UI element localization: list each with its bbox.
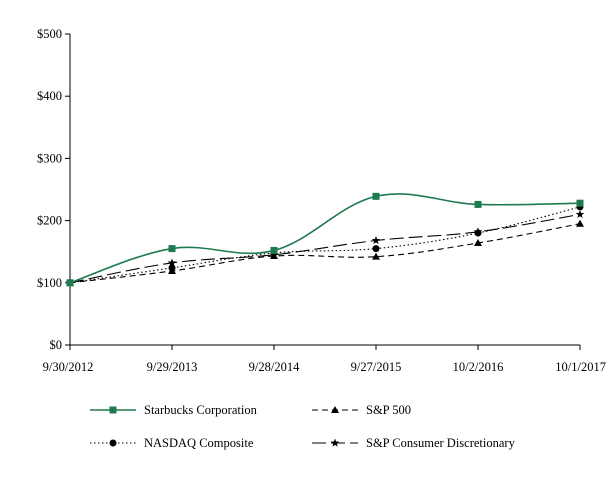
- data-point-star: [167, 258, 177, 267]
- legend-item: S&P Consumer Discretionary: [312, 436, 516, 450]
- data-point-circle: [168, 264, 176, 272]
- series-starbucks-corporation: [66, 192, 584, 287]
- x-tick-label: 9/28/2014: [249, 360, 300, 374]
- data-point-triangle: [576, 219, 584, 227]
- y-tick-label: $100: [37, 276, 62, 290]
- legend-item: Starbucks Corporation: [90, 403, 258, 417]
- data-point-square: [168, 245, 176, 253]
- series-lines: [65, 192, 585, 287]
- x-axis-ticks: 9/30/2012 9/29/2013 9/28/2014 9/27/2015 10/2…: [43, 345, 606, 374]
- data-point-square: [576, 199, 584, 207]
- legend-swatch-marker: [330, 438, 340, 447]
- x-tick-label: 10/2/2016: [453, 360, 504, 374]
- data-point-star: [473, 227, 483, 236]
- legend: Starbucks Corporation S&P 500 NASDAQ Compo…: [90, 403, 516, 450]
- data-point-star: [269, 250, 279, 259]
- legend-label: Starbucks Corporation: [144, 403, 258, 417]
- legend-label: NASDAQ Composite: [144, 436, 254, 450]
- data-point-triangle: [372, 252, 380, 260]
- legend-item: NASDAQ Composite: [90, 436, 254, 450]
- x-tick-label: 9/30/2012: [43, 360, 94, 374]
- data-point-triangle: [474, 238, 482, 246]
- x-tick-label: 10/1/2017: [555, 360, 606, 374]
- data-point-circle: [372, 245, 380, 253]
- y-tick-label: $300: [37, 151, 62, 165]
- legend-swatch-marker: [109, 439, 117, 447]
- legend-swatch-marker: [109, 406, 117, 414]
- data-point-square: [474, 200, 482, 208]
- y-tick-label: $400: [37, 89, 62, 103]
- data-point-star: [371, 236, 381, 245]
- data-point-square: [372, 192, 380, 200]
- series-line: [69, 206, 581, 284]
- chart-axes: [69, 34, 580, 346]
- legend-label: S&P Consumer Discretionary: [366, 436, 516, 450]
- y-axis-ticks: $0 $100 $200 $300 $400 $500: [37, 27, 70, 352]
- y-tick-label: $200: [37, 214, 62, 228]
- data-point-star: [575, 209, 585, 219]
- data-point-square: [66, 279, 74, 287]
- y-tick-label: $500: [37, 27, 62, 41]
- series-nasdaq-composite: [66, 203, 584, 287]
- legend-item: S&P 500: [312, 403, 411, 417]
- y-tick-label: $0: [50, 338, 63, 352]
- series-line: [69, 193, 581, 284]
- legend-swatch-marker: [331, 406, 339, 413]
- series-line: [69, 213, 581, 284]
- series-s-p-500: [66, 219, 584, 286]
- data-point-square: [270, 246, 278, 254]
- x-tick-label: 9/29/2013: [147, 360, 198, 374]
- series-line: [69, 223, 581, 284]
- legend-label: S&P 500: [366, 403, 411, 417]
- x-tick-label: 9/27/2015: [351, 360, 402, 374]
